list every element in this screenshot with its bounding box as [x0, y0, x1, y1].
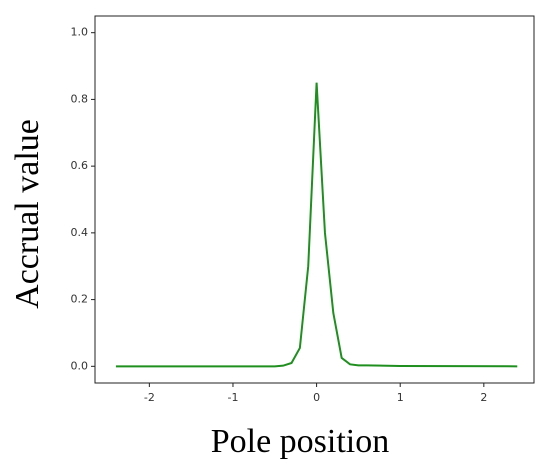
x-axis-label: Pole position — [211, 423, 390, 460]
plot-frame — [94, 15, 535, 384]
x-tick-label: -2 — [144, 391, 155, 404]
x-tick-label: -1 — [227, 391, 238, 404]
y-tick-label: 0.6 — [71, 159, 89, 172]
x-tick-label: 1 — [397, 391, 404, 404]
x-tick-label: 0 — [313, 391, 320, 404]
y-tick-label: 1.0 — [71, 26, 89, 39]
y-axis-label: Accrual value — [9, 119, 46, 309]
line — [115, 82, 518, 368]
y-tick-label: 0.2 — [71, 293, 89, 306]
y-tick-label: 0.0 — [71, 359, 89, 372]
x-tick-label: 2 — [480, 391, 487, 404]
y-tick-label: 0.4 — [71, 226, 89, 239]
y-tick-label: 0.8 — [71, 92, 89, 105]
